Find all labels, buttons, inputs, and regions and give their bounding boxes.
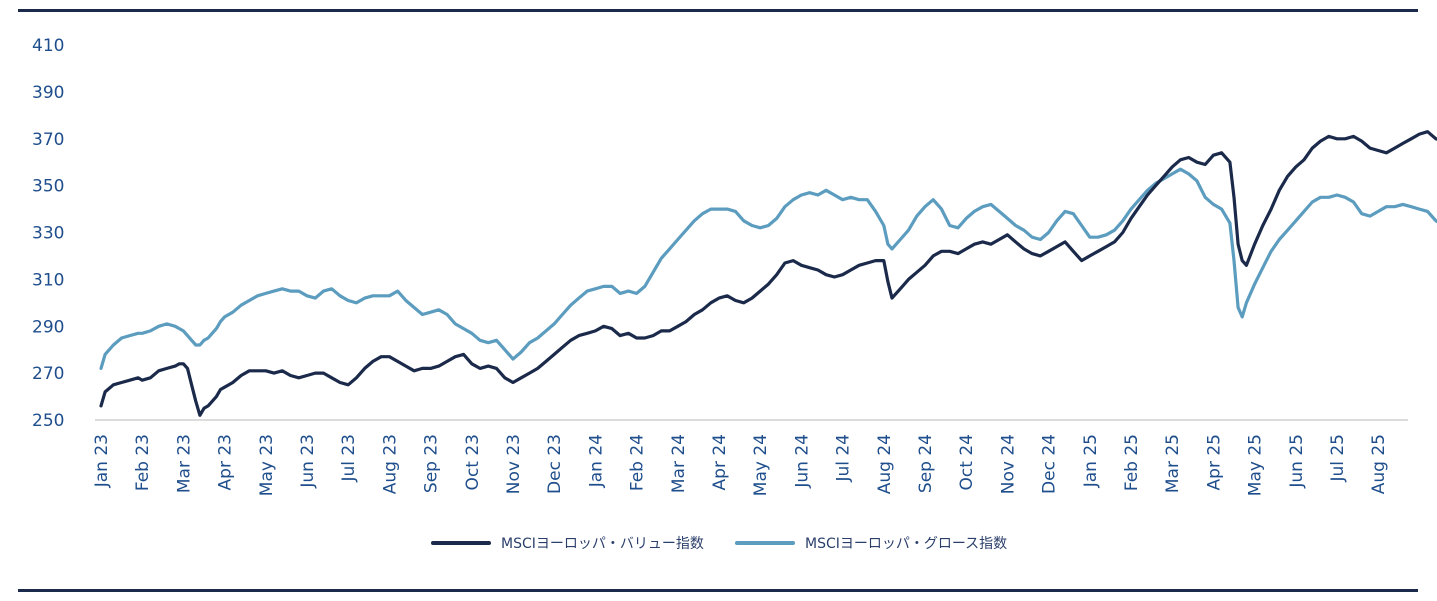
x-tick-label: May 25: [1246, 434, 1266, 496]
x-tick-label: Mar 25: [1163, 434, 1183, 493]
x-tick-label: Aug 24: [875, 434, 895, 494]
x-tick-label: Jun 23: [298, 434, 318, 489]
x-tick-label: May 24: [751, 434, 771, 496]
y-tick-label: 390: [32, 83, 64, 103]
y-tick-label: 410: [32, 36, 64, 56]
x-tick-label: Dec 23: [545, 434, 565, 494]
y-tick-label: 350: [32, 177, 64, 197]
x-tick-label: Aug 23: [380, 434, 400, 494]
x-tick-label: Oct 23: [463, 434, 483, 490]
x-tick-label: May 23: [257, 434, 277, 496]
y-tick-label: 330: [32, 224, 64, 244]
top-rule: [18, 9, 1418, 12]
y-tick-label: 370: [32, 130, 64, 150]
x-tick-label: Jul 24: [834, 434, 854, 483]
series-lines: [99, 130, 1437, 417]
x-tick-label: Oct 24: [957, 434, 977, 490]
x-tick-label: Sep 24: [916, 434, 936, 493]
y-tick-label: 250: [32, 411, 64, 431]
x-tick-label: Jul 23: [339, 434, 359, 483]
y-tick-label: 310: [32, 270, 64, 290]
x-tick-label: Jan 25: [1081, 434, 1101, 488]
x-tick-label: Sep 23: [422, 434, 442, 493]
x-tick-label: Aug 25: [1369, 434, 1389, 494]
x-tick-label: Feb 24: [628, 434, 648, 491]
x-tick-label: Mar 23: [174, 434, 194, 493]
series-line-2: [99, 167, 1437, 370]
legend-label: MSCIヨーロッパ・バリュー指数: [501, 536, 704, 552]
y-tick-label: 270: [32, 364, 64, 384]
x-tick-label: Apr 25: [1204, 434, 1224, 490]
y-axis-ticks: 250 270 290 310 330 350 370 390 410: [32, 36, 64, 431]
x-tick-label: Jun 25: [1287, 434, 1307, 489]
series-line-1: [99, 130, 1437, 417]
x-tick-label: Dec 24: [1040, 434, 1060, 494]
legend-label: MSCIヨーロッパ・グロース指数: [805, 536, 1007, 552]
x-tick-label: Jan 24: [586, 434, 606, 488]
x-tick-label: Mar 24: [669, 434, 689, 493]
x-axis-ticks: Jan 23 Feb 23 Mar 23 Apr 23 May 23 Jun 23 Jul …: [92, 434, 1389, 496]
legend: MSCIヨーロッパ・バリュー指数 MSCIヨーロッパ・グロース指数: [431, 536, 1007, 552]
x-tick-label: Nov 23: [504, 434, 524, 494]
bottom-rule: [18, 589, 1418, 592]
x-tick-label: Apr 23: [216, 434, 236, 490]
x-tick-label: Apr 24: [710, 434, 730, 490]
x-tick-label: Feb 23: [133, 434, 153, 491]
x-tick-label: Jun 24: [792, 434, 812, 489]
x-tick-label: Jul 25: [1328, 434, 1348, 483]
x-tick-label: Nov 24: [998, 434, 1018, 494]
x-tick-label: Feb 25: [1122, 434, 1142, 491]
y-tick-label: 290: [32, 317, 64, 337]
x-tick-label: Jan 23: [92, 434, 112, 488]
